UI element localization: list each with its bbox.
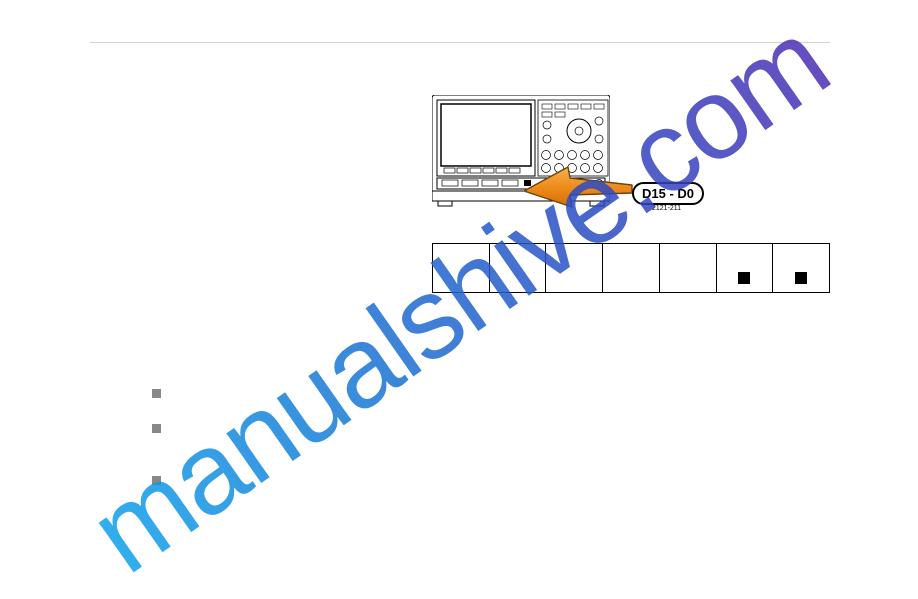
- cell-marker: [795, 272, 807, 284]
- bullet-marker: [152, 424, 161, 433]
- bullet-marker: [152, 389, 161, 398]
- watermark: manualshive.com: [67, 0, 851, 599]
- oscilloscope-svg: [432, 95, 610, 207]
- rule-top: [90, 42, 830, 43]
- cell-marker: [738, 272, 750, 284]
- figure-ref: 2121-211: [652, 205, 681, 212]
- menu-cell-7: [773, 244, 829, 292]
- bullet-marker: [152, 476, 161, 485]
- menu-cell-5: [660, 244, 717, 292]
- menu-table: [432, 243, 830, 293]
- callout-label: D15 - D0: [632, 182, 704, 205]
- menu-cell-2: [490, 244, 547, 292]
- menu-cell-3: [546, 244, 603, 292]
- menu-cell-4: [603, 244, 660, 292]
- menu-cell-6: [717, 244, 774, 292]
- oscilloscope-figure: [432, 95, 610, 207]
- menu-cell-1: [433, 244, 490, 292]
